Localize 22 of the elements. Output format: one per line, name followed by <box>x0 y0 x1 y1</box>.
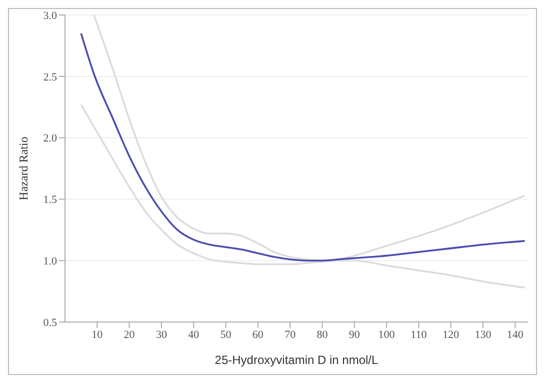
x-tick-label: 100 <box>378 328 396 341</box>
y-tick-label: 0.5 <box>43 316 58 329</box>
x-tick-label: 60 <box>252 328 264 341</box>
x-tick-label: 110 <box>410 328 428 341</box>
y-tick-label: 1.0 <box>43 256 58 268</box>
x-tick-label: 90 <box>348 328 360 341</box>
x-tick-label: 80 <box>316 328 328 341</box>
x-tick-label: 70 <box>284 328 296 341</box>
x-tick-label: 40 <box>188 328 200 341</box>
y-axis-title: Hazard Ratio <box>16 136 30 200</box>
x-axis-title: 25-Hydroxyvitamin D in nmol/L <box>214 353 379 367</box>
x-tick-label: 50 <box>220 328 232 341</box>
x-tick-label: 20 <box>124 328 136 341</box>
y-tick-label: 2.0 <box>43 132 58 145</box>
x-tick-label: 30 <box>156 328 168 341</box>
y-tick-label: 3.0 <box>43 10 58 22</box>
y-tick-label: 2.5 <box>43 71 58 84</box>
x-tick-label: 140 <box>506 328 524 341</box>
x-tick-label: 120 <box>442 328 460 341</box>
y-tick-label: 1.5 <box>43 194 58 206</box>
x-tick-label: 10 <box>92 328 104 341</box>
x-tick-label: 130 <box>474 328 492 341</box>
